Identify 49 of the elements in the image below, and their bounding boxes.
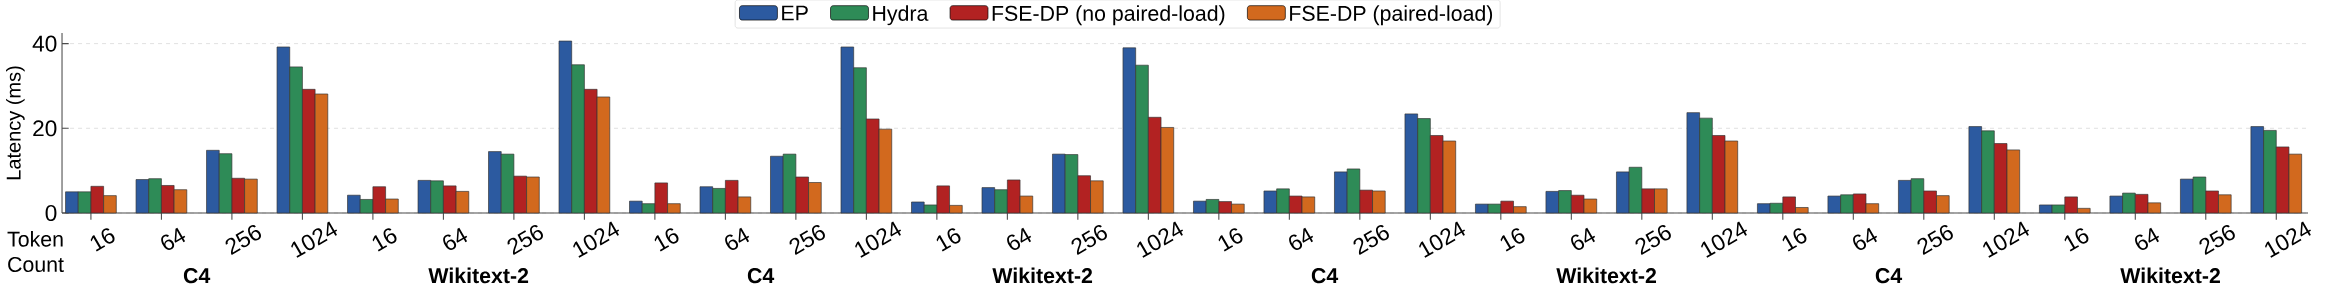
x-tick-label: 1024 [1137,221,1184,258]
x-tick-label: 256 [1071,225,1107,255]
x-tick-label: 16 [1218,228,1243,252]
x-tick-label: 256 [1353,225,1389,255]
x-tick-label: 64 [1571,227,1596,251]
x-tick-label: 16 [372,228,397,252]
x-tick-label: 64 [2135,227,2160,251]
text: Wikitext-2 [2120,267,2220,284]
x-tick-label: 256 [1917,225,1953,255]
legend-label: FSE-DP (no paired-load) [992,5,1225,26]
text: Wikitext-2 [1556,267,1657,284]
text: C4 [1311,268,1339,284]
x-tick-label: 256 [225,225,261,255]
x-tick-label: 1024 [1983,221,2030,258]
y-tick-label: 20 [33,120,57,137]
text: Wikitext-2 [428,267,529,284]
text: C4 [1875,268,1903,284]
text: C4 [183,268,211,284]
x-tick-label: 16 [654,228,679,252]
x-tick-label: 64 [161,227,186,251]
text: C4 [747,268,775,284]
x-tick-label: 16 [1500,228,1525,252]
legend-label: FSE-DP (paired-load) [1290,5,1493,26]
y-tick-label: 40 [32,35,57,52]
x-tick-label: 64 [725,227,750,251]
y-tick-label: 0 [45,204,57,222]
x-tick-label: 256 [1635,225,1671,255]
x-tick-label: 1024 [2265,221,2311,258]
legend-label: Hydra [873,5,929,26]
x-tick-label: 1024 [855,221,902,258]
legend-label: EP [782,5,808,21]
x-tick-label: 64 [443,227,468,251]
x-tick-label: 16 [936,228,961,252]
x-tick-label: 1024 [1419,221,1466,258]
x-tick-label: 64 [1289,227,1314,251]
x-axis-title: Token Count [7,231,64,273]
x-tick-label: 1024 [573,221,620,258]
text: Wikitext-2 [992,267,1093,284]
x-tick-label: 16 [90,228,115,252]
x-tick-label: 64 [1853,227,1878,251]
x-tick-label: 1024 [291,221,338,258]
x-tick-label: 256 [789,225,825,255]
x-tick-label: 1024 [1701,221,1748,258]
x-tick-label: 256 [2199,225,2235,255]
y-axis-title: Latency (ms) [6,66,25,180]
x-tick-label: 16 [2064,228,2089,252]
x-tick-label: 64 [1007,227,1032,251]
x-tick-label: 256 [507,225,543,255]
x-tick-label: 16 [1782,228,1807,252]
